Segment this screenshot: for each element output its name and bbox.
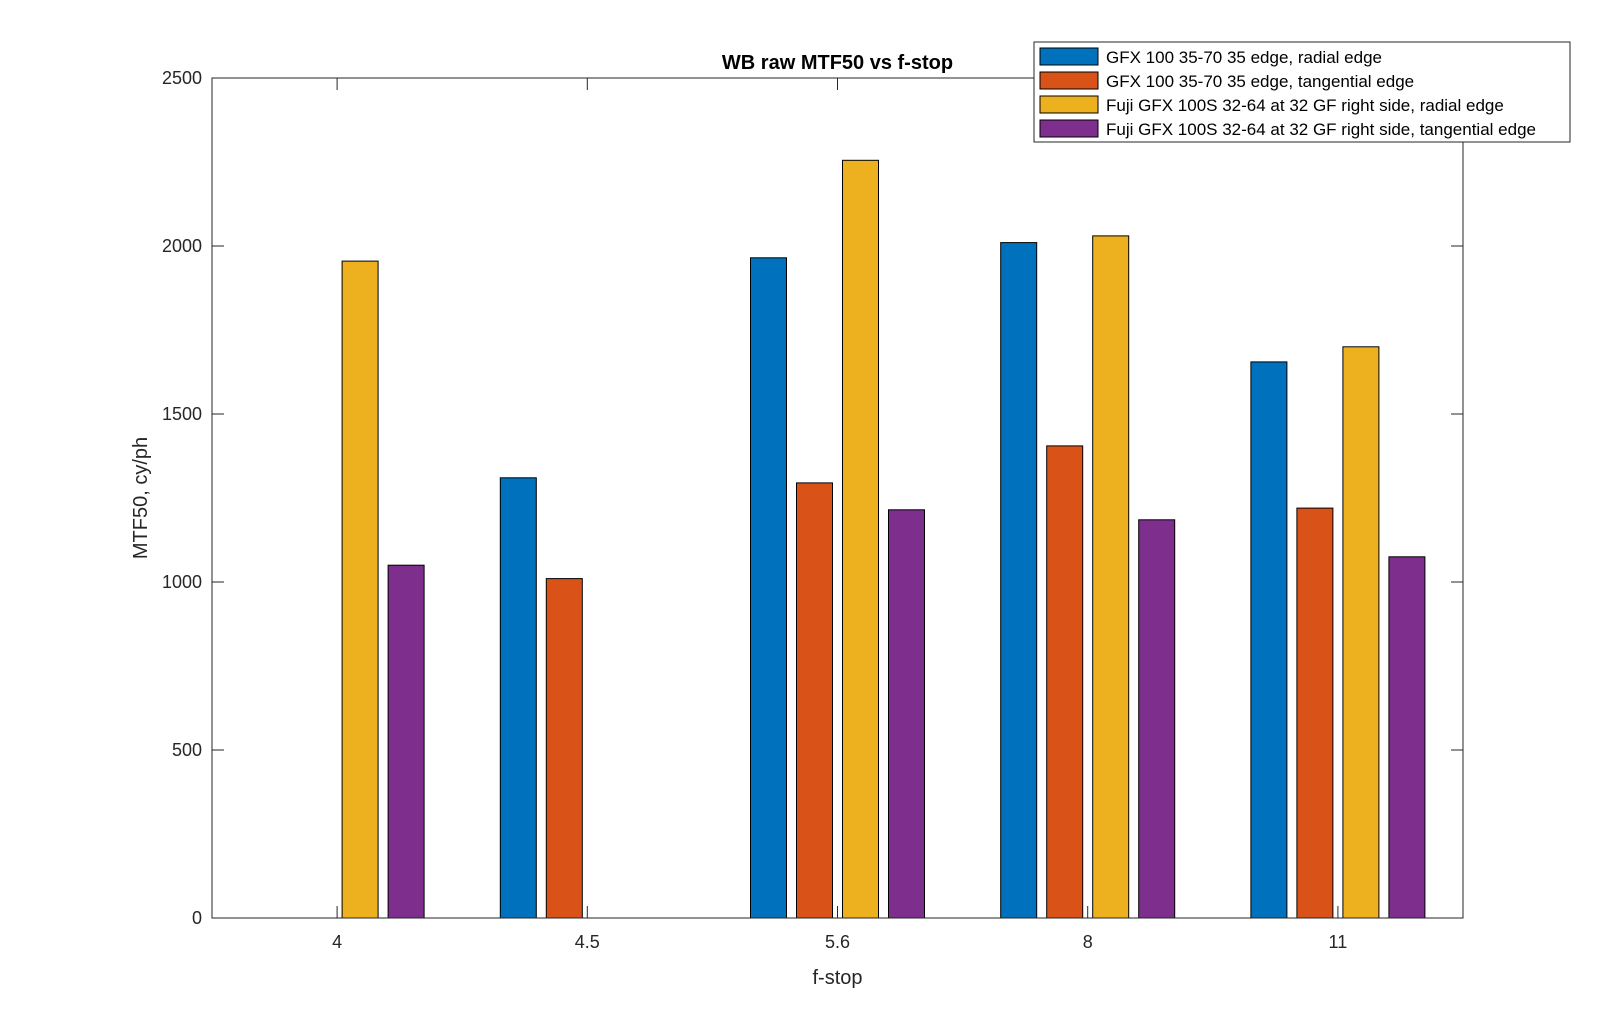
x-tick-label: 11	[1329, 932, 1348, 952]
y-tick-label: 1500	[162, 404, 202, 424]
bar-series-3-5.6	[842, 159, 879, 919]
legend-label-series-2: GFX 100 35-70 35 edge, tangential edge	[1106, 72, 1414, 91]
x-tick-label: 5.6	[825, 932, 850, 952]
y-tick-label: 500	[172, 740, 202, 760]
x-tick-label: 8	[1083, 932, 1093, 952]
x-axis-label: f-stop	[812, 967, 862, 989]
legend-swatch-series-2	[1039, 71, 1099, 90]
legend-swatch-series-1	[1039, 47, 1099, 66]
bars-group	[341, 159, 1426, 919]
chart-title: WB raw MTF50 vs f-stop	[722, 52, 953, 74]
y-tick-label: 1000	[162, 572, 202, 592]
bar-series-1-5.6	[750, 257, 787, 919]
x-axis-ticks: 4 4.5 5.6 8 11	[332, 78, 1347, 952]
bar-series-2-4.5	[545, 578, 583, 919]
bar-series-3-11	[1342, 346, 1380, 919]
y-axis-ticks: 0 500 1000 1500 2000 2500	[162, 68, 1463, 928]
bar-series-4-11	[1388, 556, 1426, 919]
bar-series-4-8	[1138, 519, 1176, 919]
legend-swatch-series-3	[1039, 95, 1099, 114]
legend-swatch-series-4	[1039, 119, 1099, 138]
x-tick-label: 4.5	[575, 932, 600, 952]
legend-label-series-4: Fuji GFX 100S 32-64 at 32 GF right side,…	[1106, 120, 1536, 139]
legend-box	[1033, 41, 1571, 143]
legend: GFX 100 35-70 35 edge, radial edge GFX 10…	[1033, 41, 1571, 143]
y-tick-label: 2000	[162, 236, 202, 256]
bar-series-3-4	[341, 260, 379, 919]
legend-label-series-3: Fuji GFX 100S 32-64 at 32 GF right side,…	[1106, 96, 1504, 115]
y-tick-label: 2500	[162, 68, 202, 88]
legend-label-series-1: GFX 100 35-70 35 edge, radial edge	[1106, 48, 1382, 67]
bar-series-2-8	[1046, 445, 1084, 919]
bar-series-1-11	[1250, 361, 1288, 919]
bar-series-1-8	[1000, 242, 1038, 919]
bar-series-2-5.6	[796, 482, 833, 919]
bar-series-2-11	[1296, 507, 1334, 919]
bar-series-4-4	[387, 564, 425, 919]
bar-series-1-4.5	[499, 477, 537, 919]
y-tick-label: 0	[192, 908, 202, 928]
bar-series-4-5.6	[888, 509, 925, 919]
bar-series-3-8	[1092, 235, 1130, 919]
x-tick-label: 4	[332, 932, 342, 952]
y-axis-label: MTF50, cy/ph	[130, 437, 152, 559]
